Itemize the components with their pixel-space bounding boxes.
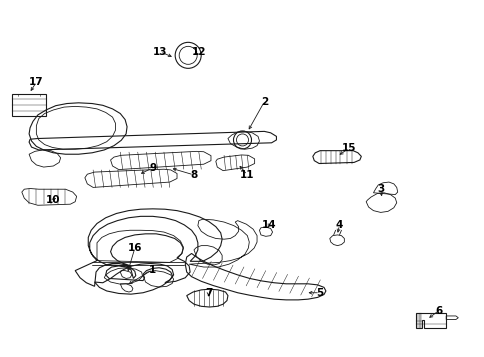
Text: 15: 15 — [341, 143, 356, 153]
Text: 14: 14 — [261, 220, 276, 230]
Text: 8: 8 — [190, 170, 197, 180]
Text: 16: 16 — [127, 243, 142, 253]
Text: 10: 10 — [46, 195, 60, 205]
Text: 6: 6 — [435, 306, 441, 316]
Text: 11: 11 — [240, 170, 254, 180]
Text: 4: 4 — [335, 220, 343, 230]
Text: 1: 1 — [149, 265, 156, 275]
Text: 3: 3 — [377, 184, 383, 194]
Text: 5: 5 — [316, 288, 323, 298]
Text: 12: 12 — [191, 47, 206, 57]
Text: 7: 7 — [204, 288, 212, 298]
Text: 9: 9 — [149, 163, 156, 173]
Text: 13: 13 — [152, 47, 167, 57]
Text: 2: 2 — [260, 97, 267, 107]
Text: 17: 17 — [29, 77, 44, 87]
